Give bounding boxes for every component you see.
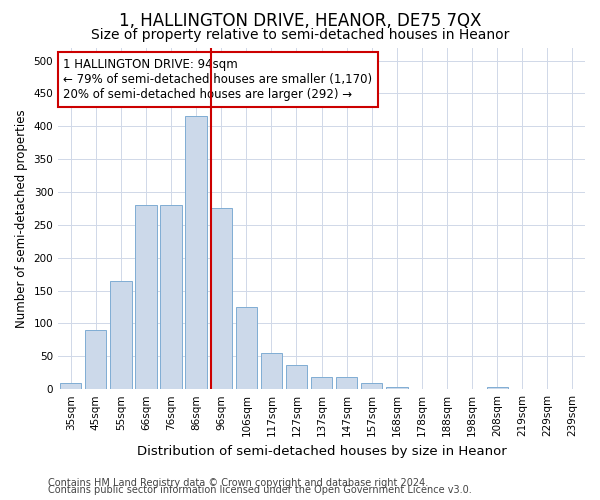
Bar — [211, 208, 232, 389]
Text: Contains public sector information licensed under the Open Government Licence v3: Contains public sector information licen… — [48, 485, 472, 495]
Bar — [60, 382, 82, 389]
X-axis label: Distribution of semi-detached houses by size in Heanor: Distribution of semi-detached houses by … — [137, 444, 506, 458]
Bar — [110, 281, 131, 389]
Bar — [85, 330, 106, 389]
Bar — [160, 205, 182, 389]
Text: 1, HALLINGTON DRIVE, HEANOR, DE75 7QX: 1, HALLINGTON DRIVE, HEANOR, DE75 7QX — [119, 12, 481, 30]
Bar — [136, 205, 157, 389]
Bar — [336, 378, 358, 389]
Bar — [311, 378, 332, 389]
Bar — [286, 365, 307, 389]
Bar — [236, 307, 257, 389]
Bar — [386, 387, 407, 389]
Text: Size of property relative to semi-detached houses in Heanor: Size of property relative to semi-detach… — [91, 28, 509, 42]
Bar — [487, 387, 508, 389]
Bar — [185, 116, 207, 389]
Bar — [361, 382, 382, 389]
Text: 1 HALLINGTON DRIVE: 94sqm
← 79% of semi-detached houses are smaller (1,170)
20% : 1 HALLINGTON DRIVE: 94sqm ← 79% of semi-… — [64, 58, 373, 101]
Y-axis label: Number of semi-detached properties: Number of semi-detached properties — [15, 109, 28, 328]
Text: Contains HM Land Registry data © Crown copyright and database right 2024.: Contains HM Land Registry data © Crown c… — [48, 478, 428, 488]
Bar — [261, 353, 282, 389]
